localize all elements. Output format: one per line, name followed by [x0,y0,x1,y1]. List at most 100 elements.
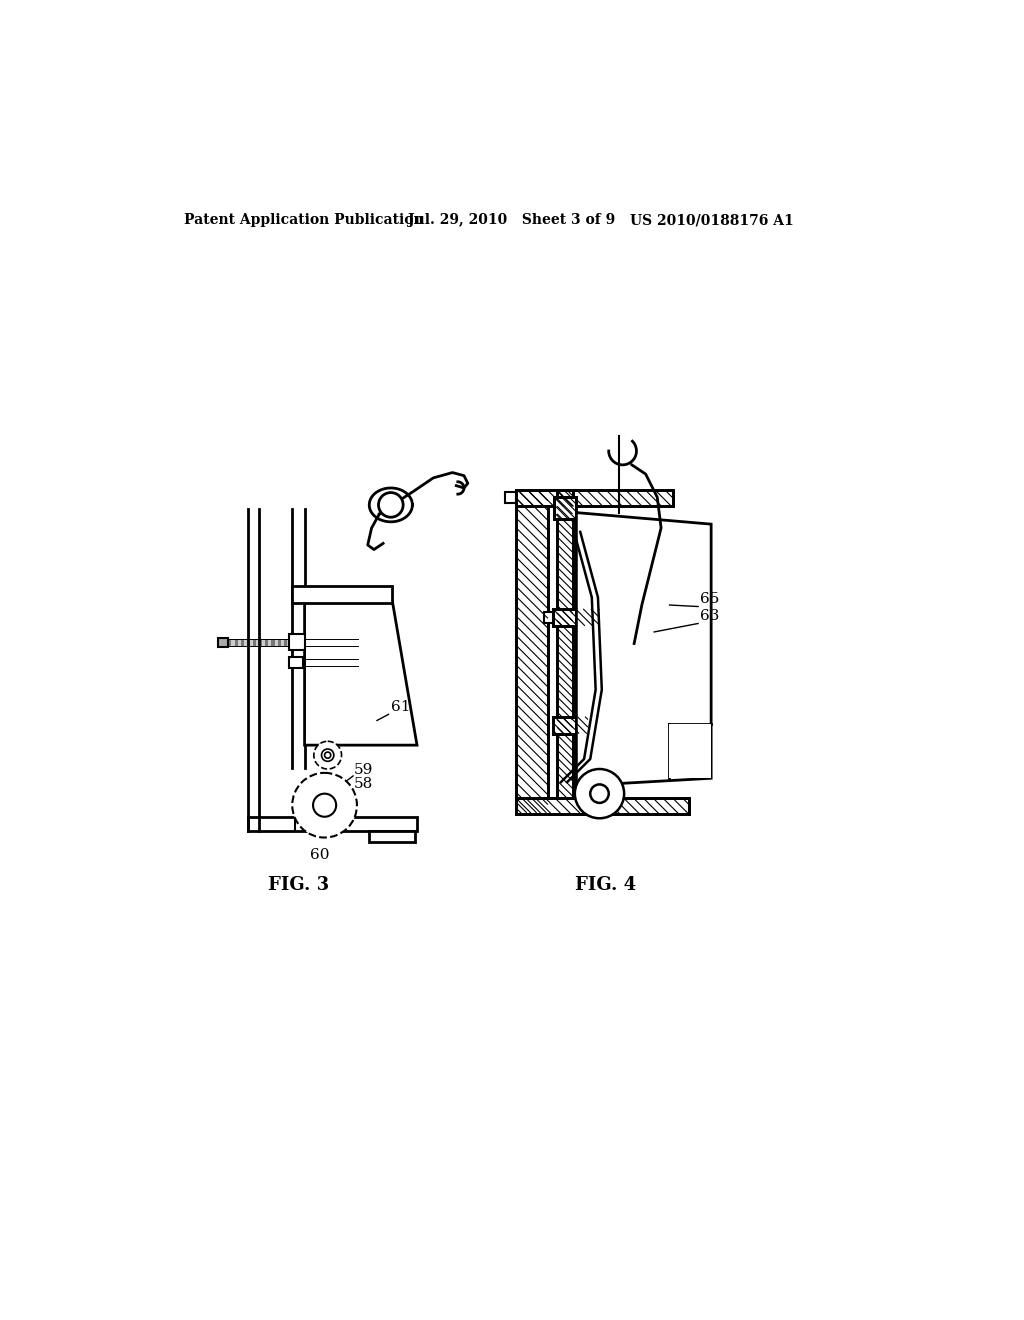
Bar [325,659,328,665]
Bar [658,491,665,506]
Bar [515,490,674,507]
Bar [515,797,689,814]
Circle shape [325,752,331,758]
Bar [311,639,314,645]
Bar [342,639,345,645]
Bar [308,639,311,645]
Polygon shape [304,601,417,744]
Bar [284,639,287,645]
Bar [536,491,542,506]
Circle shape [292,774,357,838]
Text: 58: 58 [354,777,373,791]
Bar [579,491,585,506]
Bar [327,639,330,645]
Bar [652,491,658,506]
Text: FIG. 3: FIG. 3 [268,876,329,894]
Bar [305,639,308,645]
Bar [665,491,671,506]
Bar [256,639,259,645]
Circle shape [322,748,334,762]
Bar [340,659,343,665]
Bar [238,639,241,645]
Text: US 2010/0188176 A1: US 2010/0188176 A1 [630,213,794,227]
Bar [268,639,271,645]
Bar [622,491,628,506]
Bar [328,659,331,665]
Bar [517,491,523,506]
Bar [351,639,354,645]
Bar [345,639,348,645]
Bar [253,639,256,645]
Bar [628,491,634,506]
Bar [317,639,321,645]
Bar [322,659,325,665]
Text: FIG. 4: FIG. 4 [575,876,636,894]
Bar [349,659,352,665]
Bar [248,817,417,830]
Bar [352,659,355,665]
Text: Patent Application Publication: Patent Application Publication [184,213,424,227]
Bar [553,609,599,626]
Bar [287,639,290,645]
Bar [542,491,548,506]
Bar [346,659,349,665]
Bar [354,639,357,645]
Circle shape [313,793,336,817]
Bar [290,639,293,645]
Bar [274,639,278,645]
Text: 59: 59 [354,763,373,777]
Bar [515,490,548,813]
Bar [334,659,337,665]
Bar [554,498,575,519]
Bar [278,639,281,645]
Text: 60: 60 [310,849,330,862]
Bar [333,639,336,645]
Bar [299,639,302,645]
Bar [281,639,284,645]
Bar [355,659,358,665]
Bar [646,491,652,506]
Bar [337,659,340,665]
Bar [609,491,615,506]
Bar [370,830,416,842]
Bar [289,657,303,668]
Bar [634,491,640,506]
Bar [312,659,315,665]
Bar [234,639,238,645]
Bar [548,491,554,506]
Bar [640,491,646,506]
Bar [262,639,265,645]
Bar [544,612,553,623]
Circle shape [313,742,342,770]
Bar [591,491,597,506]
Bar [554,491,560,506]
Bar [554,498,575,519]
Polygon shape [669,725,711,779]
Bar [228,639,231,645]
Bar [331,659,334,665]
Bar [553,717,588,734]
Bar [515,797,689,814]
Text: Jul. 29, 2010   Sheet 3 of 9: Jul. 29, 2010 Sheet 3 of 9 [408,213,615,227]
Bar [599,612,607,623]
Bar [244,639,247,645]
Bar [217,638,228,647]
Bar [339,639,342,645]
Polygon shape [577,512,711,785]
Bar [321,639,324,645]
Bar [265,639,268,645]
Bar [523,491,529,506]
Bar [505,492,515,503]
Bar [553,609,599,626]
Bar [515,490,674,507]
Bar [585,491,591,506]
Bar [336,639,339,645]
Text: 65: 65 [700,593,720,606]
Bar [296,639,299,645]
Bar [603,491,609,506]
Bar [615,491,622,506]
Bar [292,586,392,603]
Bar [241,639,244,645]
Circle shape [590,784,608,803]
Bar [293,639,296,645]
